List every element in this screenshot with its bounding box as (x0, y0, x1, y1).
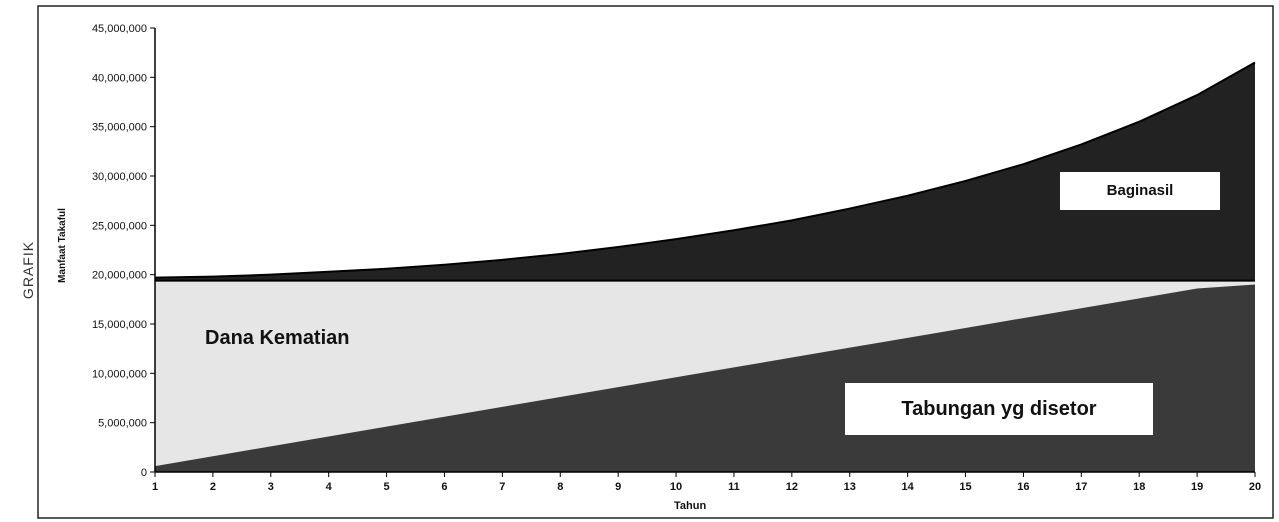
side-label: GRAFIK (20, 240, 36, 300)
x-tick-label: 4 (326, 481, 333, 493)
x-tick-label: 5 (384, 481, 390, 493)
y-tick-label: 20,000,000 (92, 270, 147, 282)
x-tick-label: 7 (499, 481, 505, 493)
y-tick-label: 0 (141, 467, 147, 479)
x-tick-label: 13 (844, 481, 856, 493)
x-tick-label: 3 (268, 481, 274, 493)
y-tick-label: 10,000,000 (92, 368, 147, 380)
baginasil-area (155, 62, 1255, 281)
dana-kematian-label: Dana Kematian (205, 327, 350, 349)
x-tick-label: 8 (557, 481, 563, 493)
baginasil-label: Baginasil (1060, 172, 1220, 210)
x-tick-label: 9 (615, 481, 621, 493)
y-tick-label: 25,000,000 (92, 220, 147, 232)
x-tick-label: 6 (441, 481, 447, 493)
x-tick-label: 12 (786, 481, 798, 493)
x-axis-label: Tahun (674, 500, 707, 512)
y-tick-label: 30,000,000 (92, 171, 147, 183)
x-tick-label: 20 (1249, 481, 1261, 493)
baginasil-line (154, 61, 1256, 279)
y-tick-label: 5,000,000 (98, 418, 147, 430)
x-tick-label: 14 (902, 481, 915, 493)
x-tick-label: 18 (1133, 481, 1145, 493)
y-tick-label: 40,000,000 (92, 72, 147, 84)
y-tick-label: 35,000,000 (92, 122, 147, 134)
tabungan-label: Tabungan yg disetor (845, 383, 1153, 435)
y-tick-label: 45,000,000 (92, 23, 147, 35)
x-tick-label: 15 (959, 481, 971, 493)
x-tick-label: 1 (152, 481, 158, 493)
outer-frame (37, 5, 1274, 519)
x-tick-label: 19 (1191, 481, 1203, 493)
y-tick-label: 15,000,000 (92, 319, 147, 331)
x-tick-label: 2 (210, 481, 216, 493)
x-tick-label: 10 (670, 481, 682, 493)
x-tick-label: 11 (728, 481, 740, 493)
x-tick-label: 16 (1017, 481, 1029, 493)
y-axis-label: Manfaat Takaful (56, 207, 68, 283)
x-tick-label: 17 (1075, 481, 1087, 493)
